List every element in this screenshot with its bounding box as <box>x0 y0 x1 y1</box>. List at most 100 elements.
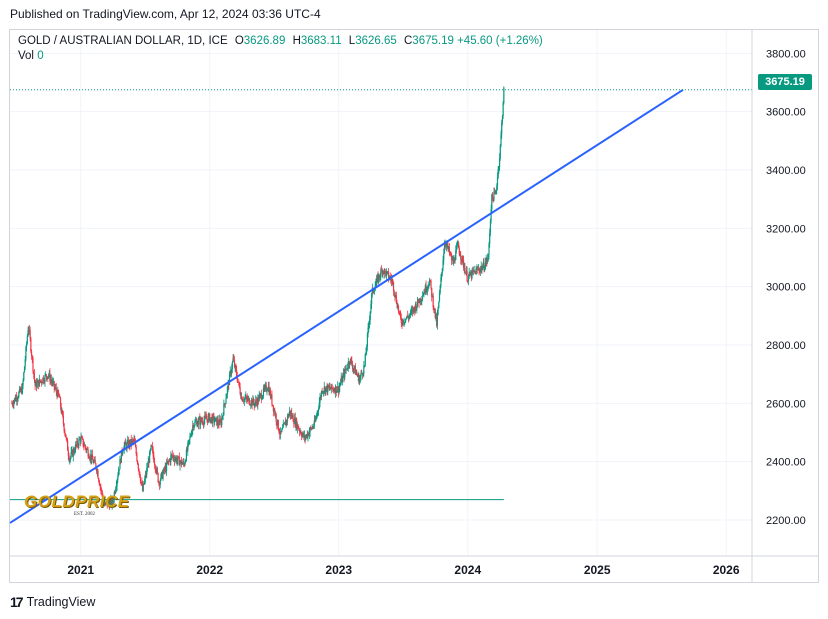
candle-body <box>446 243 448 245</box>
candle-body <box>477 268 479 270</box>
candle-body <box>104 502 106 506</box>
candle-body <box>248 398 250 405</box>
candle-body <box>103 503 105 506</box>
candle-body <box>151 446 154 450</box>
candle-body <box>319 397 321 403</box>
candle-body <box>92 459 94 463</box>
candle-body <box>167 460 169 464</box>
candle-body <box>271 394 273 405</box>
candle-body <box>166 462 168 472</box>
candle-body <box>380 269 382 277</box>
candle-body <box>352 368 354 370</box>
candle-body <box>190 436 192 437</box>
candle-body <box>161 472 163 479</box>
candle-body <box>245 396 248 399</box>
ohlc-row: GOLD / AUSTRALIAN DOLLAR, 1D, ICE O3626.… <box>18 35 543 47</box>
candle-body <box>225 398 227 404</box>
candle-body <box>264 385 267 387</box>
candle-body <box>323 386 325 392</box>
candle-body <box>480 266 482 269</box>
candle-body <box>502 102 504 117</box>
candle-body <box>132 440 134 442</box>
candle-body <box>340 377 342 384</box>
candle-body <box>46 376 48 379</box>
candle-body <box>334 390 336 394</box>
candle-body <box>59 397 62 407</box>
candle-body <box>49 372 51 382</box>
candle-body <box>191 429 193 436</box>
candle-body <box>461 256 463 261</box>
candle-body <box>81 437 84 439</box>
candle-body <box>332 388 334 390</box>
candle-body <box>34 379 36 387</box>
candle-body <box>481 266 483 270</box>
candle-body <box>156 468 158 473</box>
candle-body <box>14 398 16 401</box>
y-tick-label: 3800.00 <box>766 48 806 60</box>
candle-body <box>208 413 210 416</box>
candle-body <box>486 258 489 262</box>
candle-body <box>134 443 137 447</box>
candle-body <box>187 443 189 451</box>
candle-body <box>182 461 184 464</box>
candle-body <box>424 292 426 294</box>
candle-body <box>270 394 272 398</box>
candle-body <box>177 456 179 461</box>
candle-body <box>134 439 136 444</box>
candle-body <box>414 308 416 312</box>
candle-body <box>45 374 48 377</box>
candle-body <box>491 194 494 198</box>
candle-body <box>450 253 452 255</box>
candle-body <box>108 503 110 508</box>
footer[interactable]: 17 TradingView <box>10 594 95 610</box>
candle-body <box>402 319 404 325</box>
low-value: 3626.65 <box>355 35 397 47</box>
candle-body <box>158 482 161 485</box>
candle-body <box>163 468 165 473</box>
candle-body <box>301 434 303 437</box>
candle-body <box>363 365 365 374</box>
chart-frame[interactable] <box>9 29 819 583</box>
candle-body <box>296 419 298 429</box>
candle-body <box>11 403 14 405</box>
candle-body <box>455 250 457 261</box>
candle-body <box>189 436 191 440</box>
last-price-badge: 3675.19 <box>758 74 812 90</box>
candle-body <box>204 415 206 421</box>
candle-body <box>127 440 130 448</box>
candle-body <box>54 387 56 389</box>
candle-body <box>93 461 95 463</box>
candle-body <box>105 502 107 504</box>
symbol-label: GOLD / AUSTRALIAN DOLLAR, 1D, ICE <box>18 35 228 47</box>
candle-body <box>391 279 393 282</box>
watermark-sub: EST. 2002 <box>74 512 96 517</box>
candle-body <box>223 403 226 405</box>
candle-body <box>158 482 160 483</box>
candle-body <box>77 445 79 446</box>
x-tick-label: 2022 <box>196 563 223 577</box>
candle-body <box>197 424 199 427</box>
candle-body <box>484 262 487 269</box>
candle-body <box>212 415 214 417</box>
candle-body <box>258 395 260 402</box>
candle-body <box>354 366 356 369</box>
chart-grid <box>10 30 752 555</box>
candle-body <box>288 413 290 418</box>
candle-body <box>264 386 266 390</box>
candle-body <box>44 374 46 382</box>
candle-body <box>216 419 219 426</box>
y-tick-label: 3600.00 <box>766 107 806 119</box>
candle-body <box>65 436 67 438</box>
candle-body <box>442 260 444 269</box>
candle-body <box>84 444 86 448</box>
candle-body <box>143 483 145 485</box>
candle-body <box>338 387 340 393</box>
candle-body <box>301 434 303 437</box>
candle-body <box>441 273 443 278</box>
candle-body <box>274 414 277 416</box>
candle-body <box>262 387 265 396</box>
candle-body <box>192 425 195 428</box>
candle-body <box>387 271 389 273</box>
candle-body <box>359 376 361 380</box>
